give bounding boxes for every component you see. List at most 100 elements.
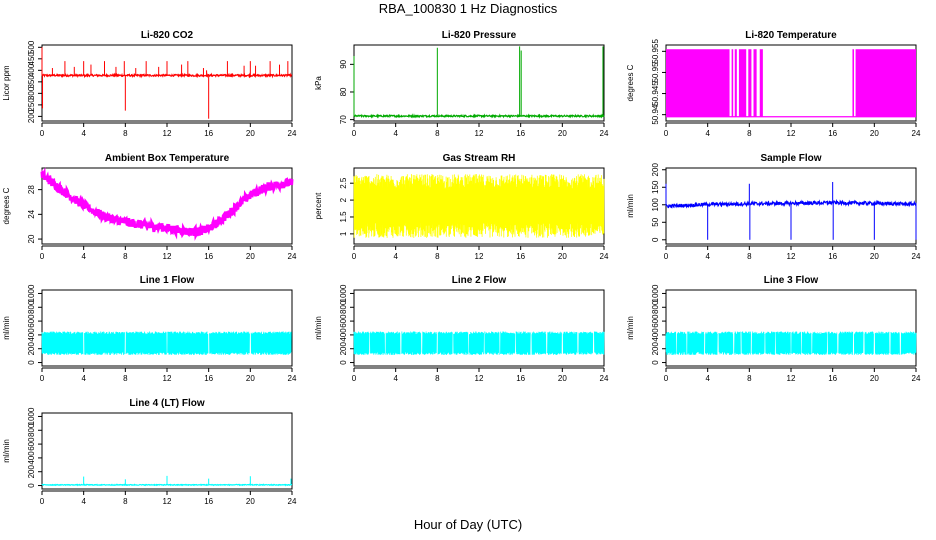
x-tick-label: 12	[787, 374, 796, 383]
x-tick-label: 24	[600, 252, 609, 261]
plot-frame	[353, 289, 605, 367]
y-axis-label: degrees C	[2, 187, 11, 224]
chart-panel: Gas Stream RH percent 0 4 8 12 16 20 24 1 1.5 2 2.5	[314, 153, 609, 261]
data-band	[855, 49, 916, 117]
x-tick-label: 20	[246, 374, 255, 383]
y-tick-label: 50.955	[651, 39, 660, 64]
y-tick-label: 250	[27, 98, 36, 112]
chart-panel: Sample Flow ml/min 0 4 8 12 16 20 24 0 50 100 150 200	[626, 153, 921, 261]
data-band	[759, 49, 763, 117]
y-tick-label: 150	[651, 180, 660, 194]
y-tick-label: 1000	[27, 407, 36, 425]
x-tick-label: 16	[516, 374, 525, 383]
y-tick-label: 800	[651, 300, 660, 314]
plot-frame	[41, 44, 293, 122]
x-tick-label: 4	[81, 129, 86, 138]
x-tick-label: 24	[288, 252, 297, 261]
data-series	[353, 113, 605, 120]
x-tick-label: 24	[600, 129, 609, 138]
data-band	[753, 49, 757, 117]
x-tick-label: 8	[435, 374, 440, 383]
x-tick-label: 4	[705, 252, 710, 261]
y-tick-label: 400	[27, 63, 36, 77]
x-tick-label: 20	[246, 129, 255, 138]
y-axis-label: ml/min	[626, 316, 635, 340]
x-tick-label: 8	[747, 129, 752, 138]
x-tick-label: 12	[163, 497, 172, 506]
y-axis-label: Licor ppm	[2, 65, 11, 100]
y-tick-label: 0	[651, 237, 660, 242]
y-axis-label: ml/min	[314, 316, 323, 340]
x-tick-label: 20	[558, 129, 567, 138]
data-band	[852, 49, 855, 117]
x-tick-label: 16	[516, 252, 525, 261]
x-tick-label: 0	[664, 129, 669, 138]
y-tick-label: 0	[339, 360, 348, 365]
x-tick-label: 16	[204, 252, 213, 261]
y-tick-label: 600	[651, 314, 660, 328]
x-tick-label: 8	[747, 252, 752, 261]
chart-panel: Li-820 Temperature degrees C 0 4 8 12 16 20 24 50…	[626, 30, 921, 138]
chart-title: Line 4 (LT) Flow	[129, 398, 205, 409]
x-tick-label: 20	[558, 374, 567, 383]
x-tick-label: 12	[787, 129, 796, 138]
chart-title: Li-820 Temperature	[745, 30, 837, 41]
y-tick-label: 0	[27, 483, 36, 488]
y-tick-label: 50.94	[651, 104, 660, 125]
x-tick-label: 4	[705, 374, 710, 383]
data-series	[353, 331, 605, 355]
y-tick-label: 2	[339, 197, 348, 202]
chart-panel: Line 1 Flow ml/min 0 4 8 12 16 20 24 0 20040060080…	[2, 275, 297, 383]
y-tick-label: 2.5	[339, 177, 348, 189]
y-tick-label: 1000	[651, 284, 660, 302]
y-tick-label: 90	[339, 59, 348, 68]
y-tick-label: 1000	[27, 284, 36, 302]
x-tick-label: 20	[246, 252, 255, 261]
y-tick-label: 200	[27, 109, 36, 123]
y-tick-label: 50.945	[651, 81, 660, 106]
x-tick-label: 12	[163, 129, 172, 138]
y-axis-label: kPa	[314, 76, 323, 90]
chart-title: Line 1 Flow	[140, 275, 195, 286]
y-tick-label: 20	[27, 234, 36, 243]
x-tick-label: 8	[435, 252, 440, 261]
y-tick-label: 80	[339, 87, 348, 96]
x-tick-label: 8	[435, 129, 440, 138]
x-tick-label: 12	[787, 252, 796, 261]
data-band	[666, 49, 730, 117]
y-tick-label: 400	[651, 328, 660, 342]
x-tick-label: 4	[393, 252, 398, 261]
plot-frame	[41, 412, 293, 490]
x-tick-label: 0	[664, 252, 669, 261]
y-tick-label: 400	[27, 328, 36, 342]
x-tick-label: 8	[747, 374, 752, 383]
y-tick-label: 600	[27, 437, 36, 451]
chart-title: Li-820 Pressure	[442, 30, 517, 41]
x-tick-label: 8	[123, 374, 128, 383]
x-tick-label: 12	[163, 374, 172, 383]
y-tick-label: 200	[651, 342, 660, 356]
x-tick-label: 0	[352, 129, 357, 138]
chart-title: Line 2 Flow	[452, 275, 507, 286]
plot-frame	[353, 44, 605, 122]
y-tick-label: 400	[27, 451, 36, 465]
x-tick-label: 0	[40, 497, 45, 506]
x-tick-label: 16	[828, 129, 837, 138]
x-tick-label: 24	[288, 374, 297, 383]
y-tick-label: 50	[651, 217, 660, 226]
y-tick-label: 600	[27, 314, 36, 328]
x-tick-label: 24	[912, 129, 921, 138]
x-tick-label: 24	[912, 374, 921, 383]
chart-panel: Line 3 Flow ml/min 0 4 8 12 16 20 24 0 20040060080…	[626, 275, 921, 383]
data-band	[748, 49, 752, 117]
y-tick-label: 24	[27, 209, 36, 218]
data-band	[731, 49, 734, 117]
y-axis-label: degrees C	[626, 64, 635, 101]
x-tick-label: 12	[475, 129, 484, 138]
y-tick-label: 1	[339, 231, 348, 236]
y-tick-label: 100	[651, 198, 660, 212]
y-tick-label: 600	[339, 314, 348, 328]
plot-frame	[41, 167, 293, 245]
chart-title: Gas Stream RH	[443, 153, 516, 164]
